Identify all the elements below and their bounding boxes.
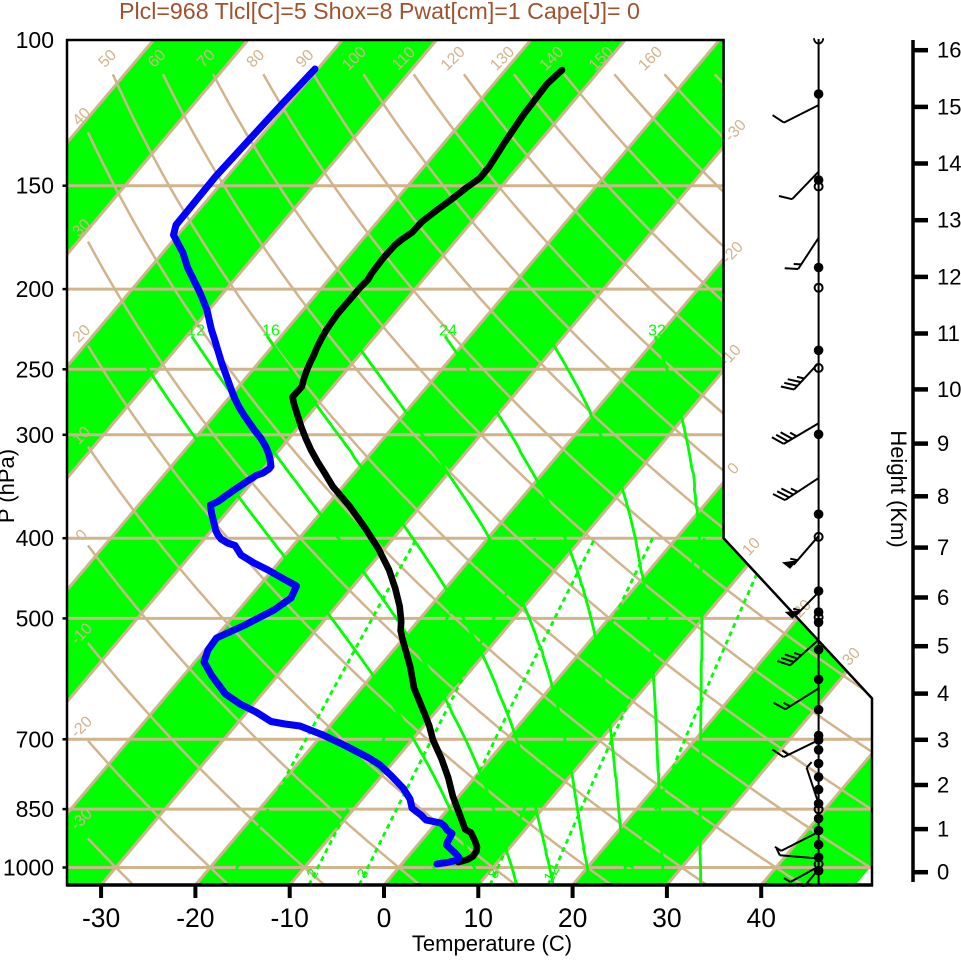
svg-text:24: 24 xyxy=(439,323,457,340)
svg-text:-10: -10 xyxy=(271,903,309,933)
svg-text:100: 100 xyxy=(16,27,54,53)
svg-text:32: 32 xyxy=(648,323,666,340)
svg-text:200: 200 xyxy=(16,276,54,302)
svg-text:10: 10 xyxy=(937,377,961,402)
svg-text:13: 13 xyxy=(937,208,961,233)
svg-text:5: 5 xyxy=(937,634,949,659)
svg-text:8: 8 xyxy=(937,484,949,509)
svg-text:16: 16 xyxy=(262,323,280,340)
svg-text:4: 4 xyxy=(937,681,949,706)
svg-text:Height (Km): Height (Km) xyxy=(886,430,911,547)
svg-text:11: 11 xyxy=(937,321,960,346)
svg-text:7: 7 xyxy=(937,535,949,560)
svg-text:-20: -20 xyxy=(176,903,214,933)
svg-text:700: 700 xyxy=(16,726,54,752)
svg-text:150: 150 xyxy=(16,173,54,199)
svg-text:1: 1 xyxy=(937,817,949,842)
svg-text:15: 15 xyxy=(937,94,961,119)
svg-text:12: 12 xyxy=(937,264,961,289)
svg-text:40: 40 xyxy=(746,903,775,933)
svg-text:0: 0 xyxy=(937,860,949,885)
svg-text:2: 2 xyxy=(937,773,949,798)
svg-text:1000: 1000 xyxy=(3,855,54,881)
svg-text:Plcl=968 Tlcl[C]=5 Shox=8 Pwat: Plcl=968 Tlcl[C]=5 Shox=8 Pwat[cm]=1 Cap… xyxy=(119,0,640,24)
svg-text:14: 14 xyxy=(937,151,961,176)
svg-text:300: 300 xyxy=(16,422,54,448)
svg-text:6: 6 xyxy=(937,585,949,610)
svg-text:Temperature (C): Temperature (C) xyxy=(412,931,572,956)
svg-text:9: 9 xyxy=(937,431,949,456)
svg-text:0: 0 xyxy=(377,903,392,933)
svg-text:3: 3 xyxy=(937,727,949,752)
svg-text:250: 250 xyxy=(16,356,54,382)
svg-text:P (hPa): P (hPa) xyxy=(0,449,19,523)
svg-text:10: 10 xyxy=(464,903,493,933)
svg-text:30: 30 xyxy=(652,903,681,933)
svg-text:-30: -30 xyxy=(82,903,120,933)
svg-text:20: 20 xyxy=(558,903,587,933)
svg-text:400: 400 xyxy=(16,525,54,551)
svg-text:850: 850 xyxy=(16,796,54,822)
svg-text:16: 16 xyxy=(937,38,961,63)
svg-text:500: 500 xyxy=(16,605,54,631)
svg-text:12: 12 xyxy=(187,323,205,340)
